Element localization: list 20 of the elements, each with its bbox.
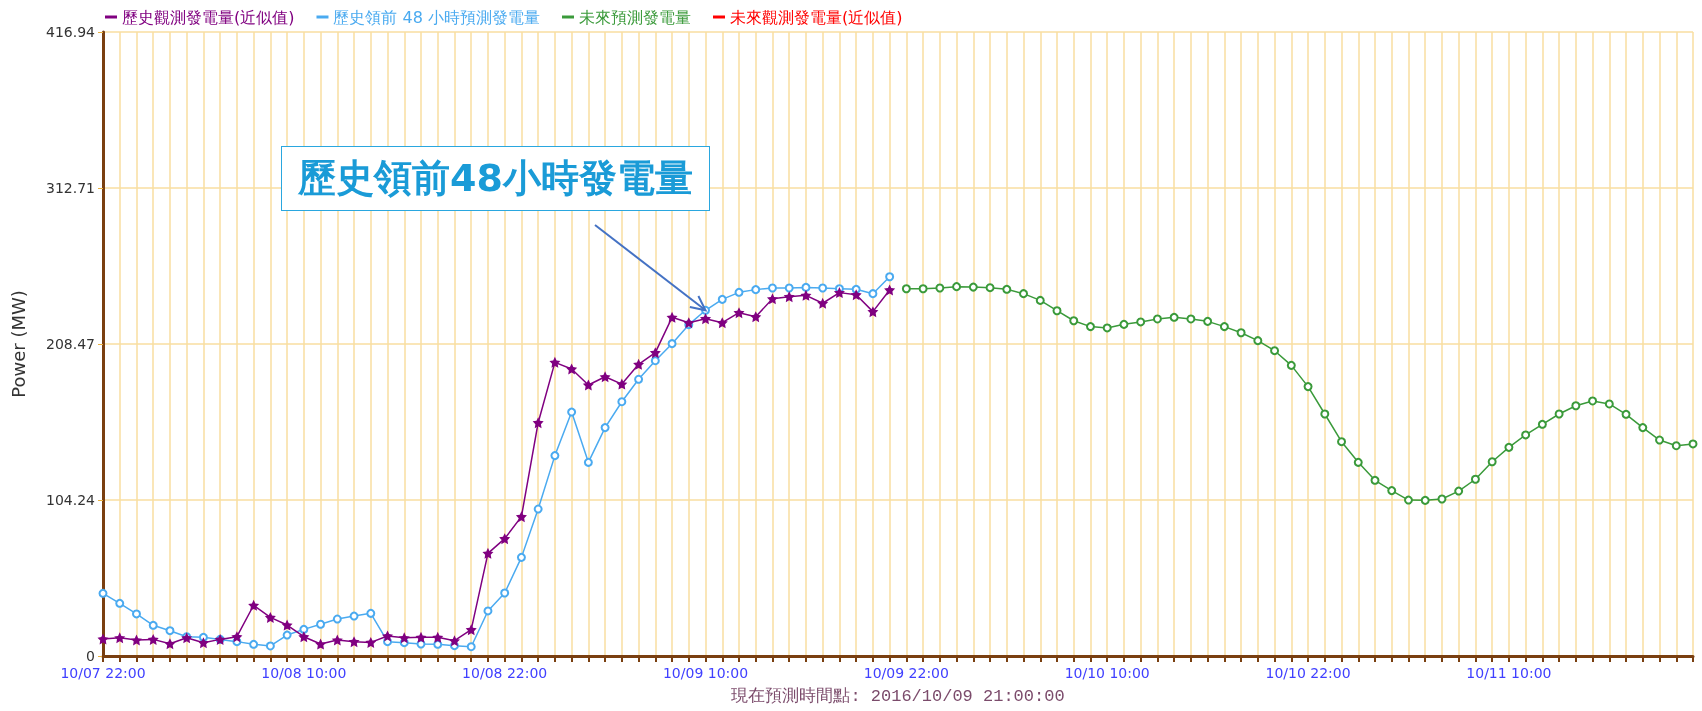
legend-label: 歷史觀測發電量(近似值): [122, 7, 295, 27]
y-tick-label: 104.24: [46, 491, 96, 508]
x-tick-label: 10/07 22:00: [60, 665, 146, 681]
y-tick-label: 0: [86, 648, 95, 664]
annotation: 歷史領前48小時發電量: [281, 146, 710, 211]
legend-label: 未來預測發電量: [579, 7, 692, 27]
x-tick-label: 10/09 10:00: [662, 665, 749, 681]
legend-label: 歷史領前 48 小時預測發電量: [333, 7, 541, 27]
y-tick-label: 312.71: [46, 179, 95, 196]
y-tick-label: 416.94: [46, 24, 96, 40]
legend-label: 未來觀測發電量(近似值): [730, 7, 903, 27]
x-tick-label: 10/09 22:00: [863, 665, 949, 681]
y-tick-label: 208.47: [46, 336, 95, 352]
x-tick-label: 10/11 10:00: [1466, 665, 1552, 681]
y-axis-title: Power (MW): [7, 290, 29, 398]
x-tick-label: 10/08 10:00: [261, 665, 347, 681]
x-tick-label: 10/10 10:00: [1064, 665, 1150, 681]
x-tick-label: 10/08 22:00: [462, 665, 548, 681]
x-tick-label: 10/10 22:00: [1265, 665, 1351, 681]
x-axis-title: 現在預測時間點: 2016/10/09 21:00:00: [731, 687, 1065, 706]
